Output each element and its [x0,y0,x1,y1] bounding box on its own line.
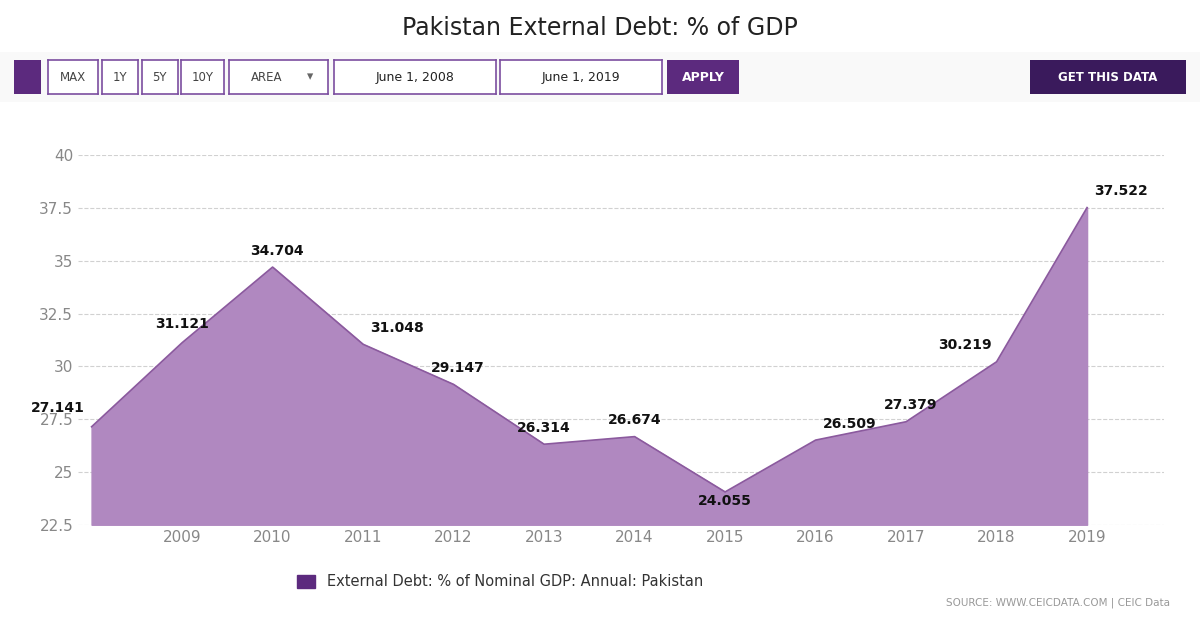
Text: 30.219: 30.219 [938,338,992,352]
Text: 26.509: 26.509 [823,417,876,430]
Text: AREA: AREA [251,71,282,83]
Text: SOURCE: WWW.CEICDATA.COM | CEIC Data: SOURCE: WWW.CEICDATA.COM | CEIC Data [946,597,1170,607]
Text: 31.121: 31.121 [155,317,209,331]
Text: 1Y: 1Y [113,71,127,83]
Text: ▾: ▾ [307,71,313,83]
Text: 29.147: 29.147 [431,361,485,375]
Text: Pakistan External Debt: % of GDP: Pakistan External Debt: % of GDP [402,16,798,40]
Text: 31.048: 31.048 [371,321,424,335]
Text: June 1, 2019: June 1, 2019 [542,71,620,83]
Text: MAX: MAX [60,71,86,83]
Text: June 1, 2008: June 1, 2008 [376,71,454,83]
Text: 10Y: 10Y [192,71,214,83]
Text: 26.314: 26.314 [517,420,571,435]
Text: APPLY: APPLY [682,71,725,83]
Text: GET THIS DATA: GET THIS DATA [1058,71,1157,83]
Legend: External Debt: % of Nominal GDP: Annual: Pakistan: External Debt: % of Nominal GDP: Annual:… [292,568,709,595]
Text: 26.674: 26.674 [607,413,661,427]
Text: 34.704: 34.704 [251,243,304,258]
Text: 27.141: 27.141 [30,401,84,415]
Text: 5Y: 5Y [152,71,167,83]
Text: 24.055: 24.055 [698,494,752,508]
Text: 27.379: 27.379 [884,398,937,412]
Text: 37.522: 37.522 [1094,184,1148,198]
